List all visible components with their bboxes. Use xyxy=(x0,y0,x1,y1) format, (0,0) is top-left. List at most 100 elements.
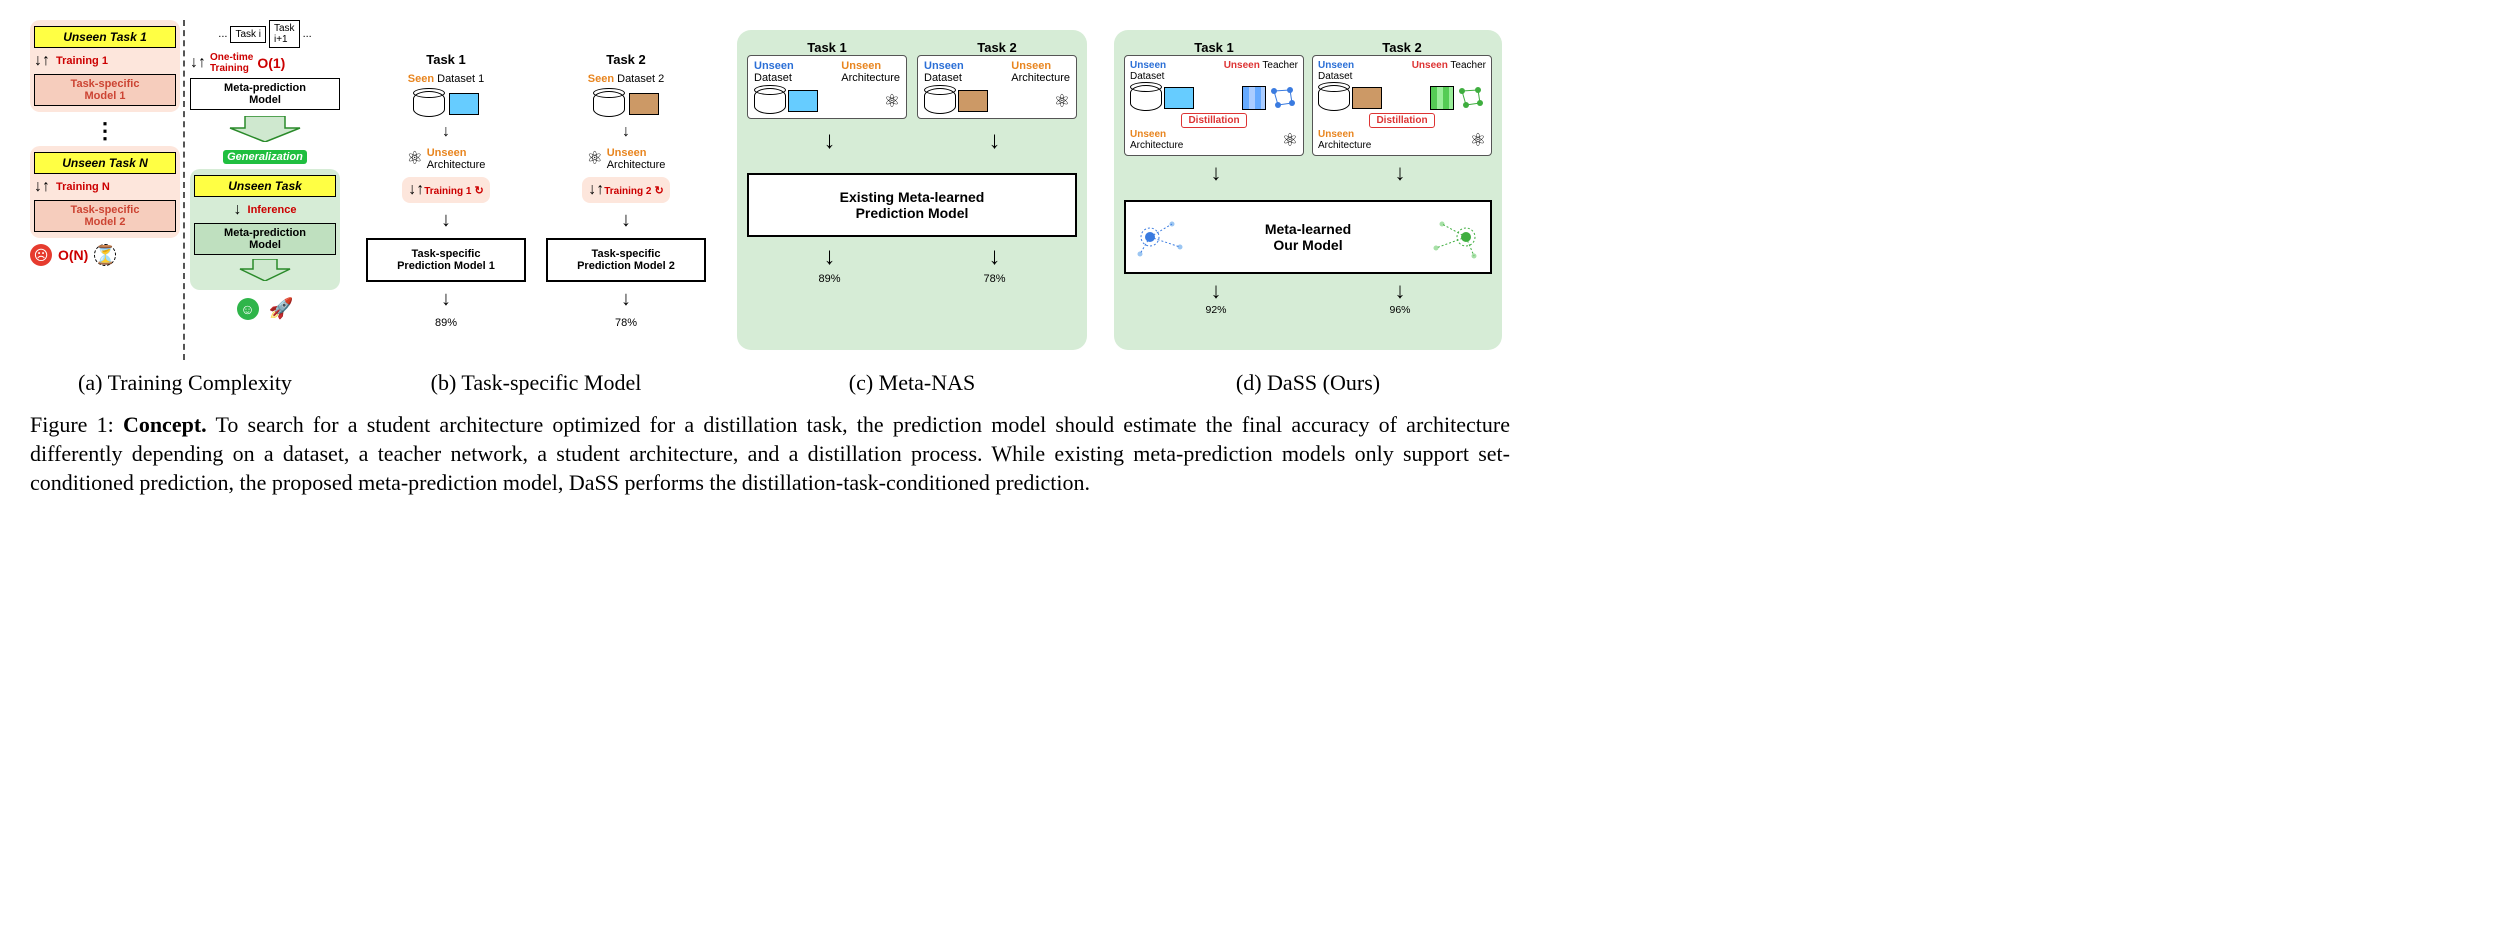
task-specific-model-2: Task-specific Model 2 xyxy=(34,200,176,232)
distillation-label: Distillation xyxy=(1181,113,1246,128)
concept-bold: Concept. xyxy=(123,412,207,437)
refresh-icon: ↻ xyxy=(655,185,664,197)
teacher-grid-icon xyxy=(1430,86,1454,110)
sad-face-icon: ☹ xyxy=(30,244,52,266)
dataset-label: Dataset xyxy=(1130,71,1164,82)
ellipsis: ... xyxy=(218,28,227,40)
caption-body: To search for a student architecture opt… xyxy=(30,412,1510,495)
teacher-label: Teacher xyxy=(1450,60,1486,71)
car-thumb-icon xyxy=(449,93,479,115)
pred-model-2-box: Task-specific Prediction Model 2 xyxy=(546,238,706,282)
unseen-a-label: Unseen xyxy=(1011,60,1051,72)
training-2-box: ↓↑Training 2 ↻ xyxy=(582,177,670,203)
unseen-d-label: Unseen xyxy=(924,60,964,72)
down-arrow-icon: ↓ xyxy=(989,127,1001,155)
generalization-label: Generalization xyxy=(223,150,307,164)
task-specific-model-1: Task-specific Model 1 xyxy=(34,74,176,106)
vertical-dots: ⋮ xyxy=(30,118,180,144)
our-model-box: Meta-learned Our Model xyxy=(1124,200,1492,274)
down-arrow-icon: ↓ xyxy=(441,288,451,311)
hourglass-icon: ⏳ xyxy=(94,244,116,266)
panel-a-left-col: Unseen Task 1 ↓↑ Training 1 Task-specifi… xyxy=(30,20,180,266)
teacher-net-blue-icon xyxy=(1268,85,1298,111)
panel-a-right-col: ... Task i Task i+1 ... ↓↑ One-time Trai… xyxy=(190,20,340,321)
network-icon: ⚛ xyxy=(1282,130,1298,151)
network-icon: ⚛ xyxy=(407,148,423,169)
car-thumb-icon xyxy=(788,90,818,112)
dataset-label: Dataset xyxy=(924,72,962,84)
task-2-header: Task 2 xyxy=(606,52,646,67)
panel-a-caption: (a) Training Complexity xyxy=(78,370,292,396)
refresh-icon: ↻ xyxy=(475,185,484,197)
teacher-grid-icon xyxy=(1242,86,1266,110)
pd-result-1: 92% xyxy=(1205,304,1226,316)
down-wide-arrow-icon xyxy=(235,259,295,281)
complexity-on: O(N) xyxy=(58,247,88,263)
panel-c: Task 1 UnseenDataset UnseenArchitecture … xyxy=(732,20,1092,396)
down-arrow-icon: ↓ xyxy=(621,209,631,232)
database-icon xyxy=(413,91,445,117)
rocket-icon: 🚀 xyxy=(269,296,294,321)
happy-face-icon: ☺ xyxy=(237,298,259,320)
ellipsis: ... xyxy=(303,28,312,40)
bidir-arrow-icon: ↓↑ xyxy=(34,52,50,70)
network-icon: ⚛ xyxy=(587,148,603,169)
onetime-training-label: One-time Training xyxy=(210,52,253,74)
bidir-arrow-icon: ↓↑ xyxy=(190,54,206,72)
unseen-label: Unseen xyxy=(607,147,647,159)
result-1: 89% xyxy=(435,317,457,329)
o1-label: O(1) xyxy=(257,55,285,71)
bird-thumb-icon xyxy=(958,90,988,112)
car-thumb-icon xyxy=(1164,87,1194,109)
panel-b-diagram: Task 1 Seen Dataset 1 ↓ ⚛UnseenArchitect… xyxy=(356,20,716,360)
inference-label: Inference xyxy=(248,204,297,216)
down-arrow-icon: ↓ xyxy=(234,201,242,219)
task1-group: Unseen Task 1 ↓↑ Training 1 Task-specifi… xyxy=(30,20,180,112)
down-wide-arrow-icon xyxy=(225,116,305,142)
down-arrow-icon: ↓ xyxy=(1211,160,1222,186)
training-n-label: Training N xyxy=(56,181,110,193)
figure-panels-row: Unseen Task 1 ↓↑ Training 1 Task-specifi… xyxy=(30,20,2488,396)
network-icon: ⚛ xyxy=(1470,130,1486,151)
task-1-header: Task 1 xyxy=(426,52,466,67)
database-icon xyxy=(1130,85,1162,111)
arch-label: Architecture xyxy=(1130,140,1183,151)
training-2-label: Training 2 xyxy=(604,186,651,197)
meta-prediction-model-box: Meta-prediction Model xyxy=(190,78,340,110)
panel-d-diagram: Task 1 UnseenDataset Unseen Teacher xyxy=(1108,20,1508,360)
arch-label: Architecture xyxy=(841,72,900,84)
teacher-label: Teacher xyxy=(1262,60,1298,71)
panel-d: Task 1 UnseenDataset Unseen Teacher xyxy=(1108,20,1508,396)
database-icon xyxy=(1318,85,1350,111)
unseen-a-label: Unseen xyxy=(1318,129,1354,140)
pc-result-1: 89% xyxy=(818,273,840,285)
pc-task-1-cell: UnseenDataset UnseenArchitecture ⚛ xyxy=(747,55,907,119)
pd-task-2-header: Task 2 xyxy=(1312,40,1492,55)
panel-a: Unseen Task 1 ↓↑ Training 1 Task-specifi… xyxy=(30,20,340,396)
database-icon xyxy=(754,88,786,114)
dataset-label: Dataset xyxy=(1318,71,1352,82)
down-arrow-icon: ↓ xyxy=(824,127,836,155)
pb-task-1: Task 1 Seen Dataset 1 ↓ ⚛ UnseenArchitect… xyxy=(361,52,531,329)
seen-label: Seen xyxy=(408,73,434,85)
pc-task-1-header: Task 1 xyxy=(747,40,907,55)
unseen-task-1-box: Unseen Task 1 xyxy=(34,26,176,48)
distillation-label: Distillation xyxy=(1369,113,1434,128)
pred-model-1-box: Task-specific Prediction Model 1 xyxy=(366,238,526,282)
dataset-1-label: Dataset 1 xyxy=(437,73,484,85)
database-icon xyxy=(924,88,956,114)
down-arrow-icon: ↓ xyxy=(1211,278,1222,304)
unseen-d-label: Unseen xyxy=(1130,60,1166,71)
taskN-group: Unseen Task N ↓↑ Training N Task-specifi… xyxy=(30,146,180,238)
architecture-label: Architecture xyxy=(427,159,486,171)
unseen-label: Unseen xyxy=(427,147,467,159)
down-arrow-icon: ↓ xyxy=(621,288,631,311)
pd-task-1-header: Task 1 xyxy=(1124,40,1304,55)
bird-thumb-icon xyxy=(1352,87,1382,109)
pd-result-2: 96% xyxy=(1389,304,1410,316)
training-1-label: Training 1 xyxy=(424,186,471,197)
arch-label: Architecture xyxy=(1011,72,1070,84)
down-arrow-icon: ↓ xyxy=(989,243,1001,271)
down-arrow-icon: ↓ xyxy=(824,243,836,271)
task-i1-box: Task i+1 xyxy=(269,20,300,48)
